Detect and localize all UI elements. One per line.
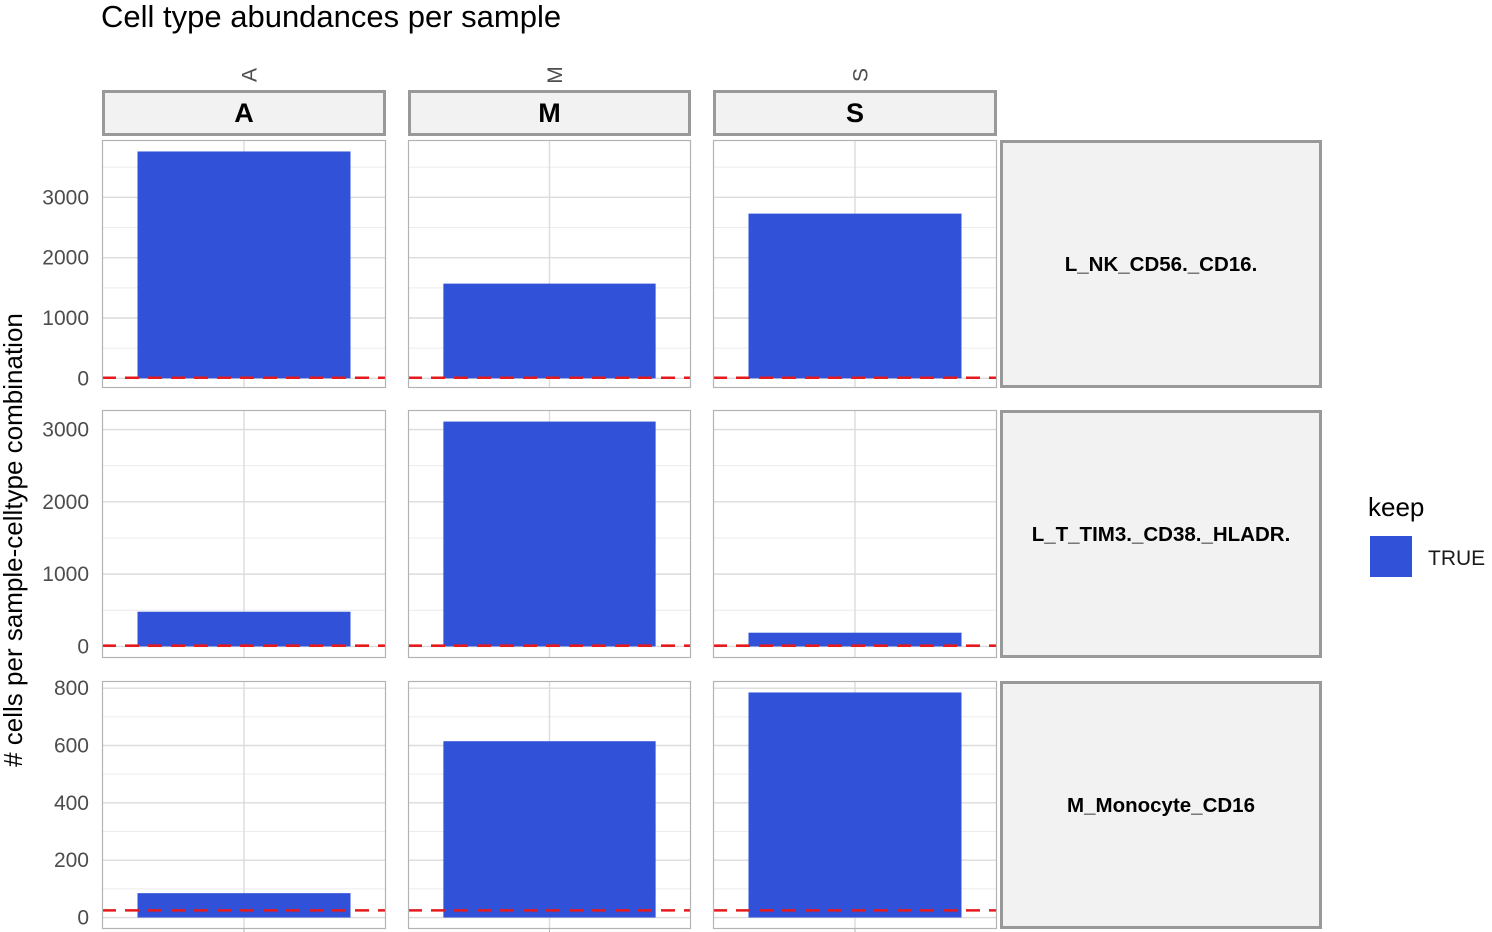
y-tick-label: 0	[77, 635, 89, 658]
y-tick-label: 3000	[42, 419, 89, 442]
bar-a	[137, 893, 351, 918]
y-tick-label: 800	[54, 677, 89, 700]
bar-a	[137, 151, 351, 379]
y-tick-label: 2000	[42, 247, 89, 270]
panel-border	[407, 139, 692, 389]
column-strip-m	[408, 90, 691, 136]
row-strip	[1000, 410, 1322, 658]
column-strip-label-s: S	[846, 98, 864, 128]
row-strip	[1000, 681, 1322, 929]
bar-m	[443, 741, 656, 918]
y-tick-label: 200	[54, 849, 89, 872]
row-strip-label: M_Monocyte_CD16	[1067, 794, 1255, 817]
bar-s	[748, 632, 962, 647]
panel-0-a	[101, 139, 387, 389]
y-tick-label: 600	[54, 735, 89, 758]
panel-0-m	[407, 139, 692, 389]
row-strip-label: L_NK_CD56._CD16.	[1065, 253, 1258, 276]
panel-border	[407, 409, 692, 659]
y-tick-label: 400	[54, 792, 89, 815]
legend: keep TRUE	[1368, 492, 1485, 577]
legend-label-true: TRUE	[1428, 547, 1485, 570]
panel-border	[407, 680, 692, 930]
column-strip-a	[102, 90, 386, 136]
panel-border	[101, 409, 387, 659]
panel-2-a	[101, 680, 387, 930]
facet-grid: AAMMSS0100020003000L_NK_CD56._CD16.01000…	[42, 66, 1322, 932]
y-tick-label: 2000	[42, 491, 89, 514]
chart-title: Cell type abundances per sample	[101, 0, 561, 34]
legend-title: keep	[1368, 492, 1424, 522]
panel-border	[712, 680, 998, 930]
bar-m	[443, 283, 656, 379]
y-tick-label: 0	[77, 367, 89, 390]
panel-0-s	[712, 139, 998, 389]
row-strip-label: L_T_TIM3._CD38._HLADR.	[1032, 523, 1291, 546]
panel-1-s	[712, 409, 998, 659]
panel-1-a	[101, 409, 387, 659]
bar-m	[443, 421, 656, 647]
panel-border	[712, 139, 998, 389]
x-tick-label-s: S	[850, 68, 873, 82]
y-axis-title: # cells per sample-celltype combination	[0, 313, 28, 767]
y-tick-label: 3000	[42, 186, 89, 209]
panel-2-s	[712, 680, 998, 930]
row-strip	[1000, 140, 1322, 388]
column-strip-label-m: M	[538, 98, 561, 128]
column-strip-s	[713, 90, 997, 136]
bar-s	[748, 692, 962, 918]
y-tick-label: 1000	[42, 563, 89, 586]
x-tick-label-a: A	[239, 68, 262, 82]
legend-swatch-true	[1370, 536, 1412, 577]
bar-s	[748, 213, 962, 379]
panel-border	[101, 139, 387, 389]
panel-1-m	[407, 409, 692, 659]
bar-a	[137, 611, 351, 647]
y-tick-label: 0	[77, 907, 89, 930]
column-strip-label-a: A	[234, 98, 254, 128]
x-tick-label-m: M	[544, 66, 567, 84]
panel-border	[101, 680, 387, 930]
y-tick-label: 1000	[42, 307, 89, 330]
panel-border	[712, 409, 998, 659]
panel-2-m	[407, 680, 692, 930]
